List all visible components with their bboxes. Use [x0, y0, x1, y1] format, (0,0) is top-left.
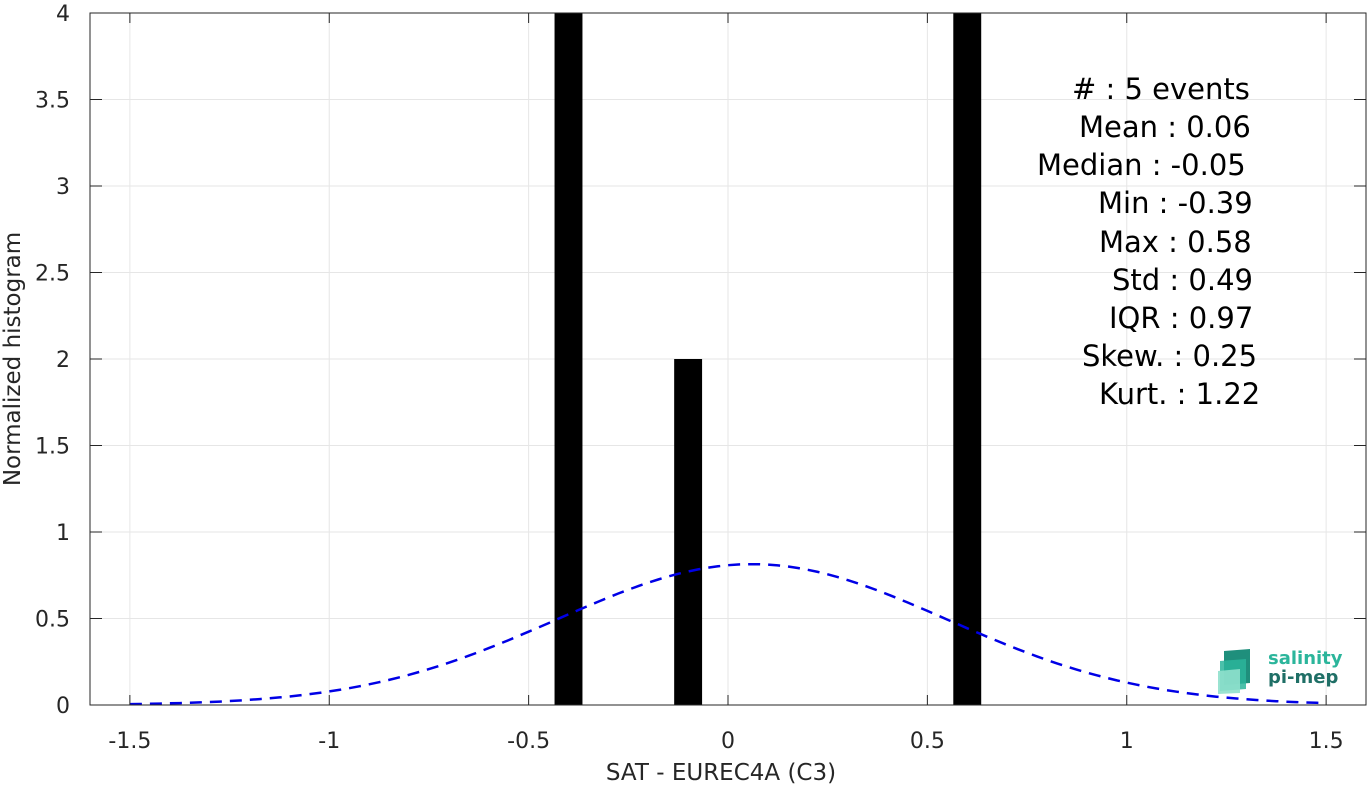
stat-max: Max : 0.58 — [1099, 225, 1252, 259]
y-tick-label: 3.5 — [35, 89, 70, 114]
x-tick-label: -1.5 — [108, 729, 151, 754]
y-tick-label: 0 — [56, 694, 70, 719]
stat-skew: Skew. : 0.25 — [1082, 339, 1258, 373]
stat-events: # : 5 events — [1072, 72, 1250, 106]
y-tick-label: 1.5 — [35, 435, 70, 460]
x-axis-label: SAT - EUREC4A (C3) — [606, 760, 836, 785]
x-tick-label: 0 — [721, 729, 735, 754]
y-tick-label: 2.5 — [35, 262, 70, 287]
logo-mark-icon — [1218, 649, 1250, 694]
y-tick-label: 0.5 — [35, 608, 70, 633]
axis-ticks — [90, 12, 1366, 706]
x-tick-label: -0.5 — [507, 729, 550, 754]
stat-mean: Mean : 0.06 — [1079, 110, 1251, 144]
salinity-pimep-logo: salinity pi-mep — [1216, 647, 1346, 695]
logo-text-pimep: pi-mep — [1268, 667, 1339, 688]
x-tick-label: 1.5 — [1309, 729, 1344, 754]
y-tick-label: 3 — [56, 175, 70, 200]
y-tick-label: 4 — [56, 2, 70, 27]
grid-lines — [90, 12, 1366, 706]
x-tick-label: -1 — [318, 729, 340, 754]
y-tick-label: 1 — [56, 521, 70, 546]
y-axis-label: Normalized histogram — [0, 232, 26, 486]
stat-min: Min : -0.39 — [1098, 186, 1253, 220]
stat-median: Median : -0.05 — [1037, 148, 1246, 182]
logo-text-salinity: salinity — [1268, 648, 1343, 669]
x-tick-labels: -1.5 -1 -0.5 0 0.5 1 1.5 — [108, 729, 1343, 754]
stat-std: Std : 0.49 — [1112, 263, 1253, 297]
x-tick-label: 1 — [1120, 729, 1134, 754]
histogram-bar — [953, 13, 982, 705]
y-tick-labels: 0 0.5 1 1.5 2 2.5 3 3.5 4 — [35, 2, 70, 719]
histogram-bars — [554, 13, 982, 705]
stat-iqr: IQR : 0.97 — [1109, 301, 1254, 335]
y-tick-label: 2 — [56, 348, 70, 373]
stat-kurt: Kurt. : 1.22 — [1099, 377, 1261, 411]
x-tick-label: 0.5 — [910, 729, 945, 754]
histogram-bar — [554, 13, 583, 705]
histogram-bar — [674, 359, 703, 705]
